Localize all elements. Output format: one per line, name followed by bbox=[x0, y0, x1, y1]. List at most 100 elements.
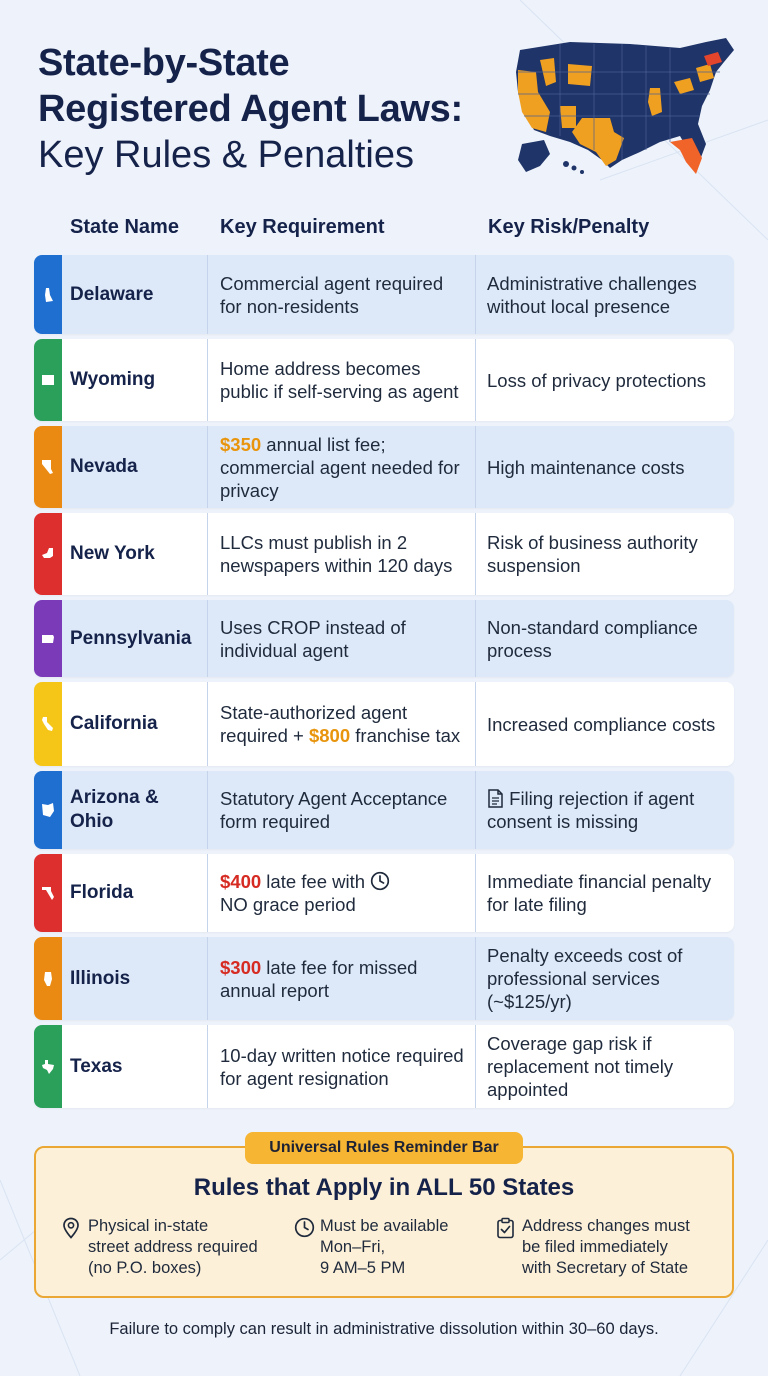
state-name: Arizona & Ohio bbox=[62, 771, 208, 849]
risk-cell: High maintenance costs bbox=[487, 456, 685, 478]
reminder-tag: Universal Rules Reminder Bar bbox=[245, 1132, 523, 1164]
rule-line: be filed immediately bbox=[522, 1238, 668, 1256]
requirement-cell: Home address becomes public if self-serv… bbox=[208, 339, 476, 421]
clipboard-check-icon bbox=[497, 1217, 514, 1239]
state-name-line: Arizona & bbox=[70, 787, 159, 808]
table-row: Nevada $350 annual list fee; commercial … bbox=[34, 426, 734, 508]
table-row: California State-authorized agent requir… bbox=[34, 682, 734, 766]
wyoming-shape-icon bbox=[42, 375, 54, 385]
state-name-line: Ohio bbox=[70, 811, 114, 832]
fee-amount: $300 bbox=[220, 956, 262, 978]
table-row: Florida $400 late fee with NO grace peri… bbox=[34, 854, 734, 932]
us-map-illustration bbox=[516, 38, 734, 174]
nevada-shape-icon bbox=[42, 460, 53, 474]
risk-cell: Risk of business authority suspension bbox=[487, 532, 698, 576]
row-color-stripe bbox=[34, 771, 62, 849]
state-name: Pennsylvania bbox=[62, 600, 208, 677]
table-row: Pennsylvania Uses CROP instead of indivi… bbox=[34, 600, 734, 677]
rule-line: 9 AM–5 PM bbox=[320, 1259, 406, 1277]
title-line-2: Registered Agent Laws: bbox=[38, 88, 463, 130]
row-color-stripe bbox=[34, 426, 62, 508]
requirement-cell: Uses CROP instead of individual agent bbox=[208, 600, 476, 677]
state-name: Delaware bbox=[62, 255, 208, 334]
requirement-cell: $350 annual list fee; commercial agent n… bbox=[208, 426, 476, 508]
column-header-state: State Name bbox=[70, 216, 179, 238]
table-row: New York LLCs must publish in 2 newspape… bbox=[34, 513, 734, 595]
footer-note: Failure to comply can result in administ… bbox=[109, 1320, 659, 1338]
rule-item: Physical in-state street address require… bbox=[62, 1216, 258, 1279]
fee-amount: $800 bbox=[308, 725, 351, 746]
location-pin-icon bbox=[63, 1217, 79, 1239]
state-name: California bbox=[62, 682, 208, 766]
rule-line: (no P.O. boxes) bbox=[88, 1259, 202, 1277]
risk-cell: Loss of privacy protections bbox=[487, 369, 707, 391]
requirement-cell: Statutory Agent Acceptance form required bbox=[208, 771, 476, 849]
state-name: Florida bbox=[62, 854, 208, 932]
table-row: Illinois $300 late fee for missed annual… bbox=[34, 937, 734, 1020]
clock-icon bbox=[371, 871, 390, 891]
reminder-title: Rules that Apply in ALL 50 States bbox=[193, 1174, 575, 1201]
requirement-cell: 10-day written notice required for agent… bbox=[208, 1025, 476, 1108]
rule-line: with Secretary of State bbox=[522, 1259, 688, 1277]
rule-line: Mon–Fri, bbox=[320, 1238, 386, 1256]
state-name: New York bbox=[62, 513, 208, 595]
state-name: Texas bbox=[62, 1025, 208, 1108]
requirement-text: franchise tax bbox=[350, 725, 461, 746]
state-name: Nevada bbox=[62, 426, 208, 508]
pennsylvania-shape-icon bbox=[42, 634, 54, 643]
delaware-shape-icon bbox=[45, 287, 53, 302]
risk-cell: Non-standard compliance process bbox=[487, 616, 698, 661]
requirement-cell: Commercial agent required for non-reside… bbox=[208, 255, 476, 334]
texas-shape-icon bbox=[42, 1059, 54, 1074]
state-name: Illinois bbox=[62, 937, 208, 1020]
risk-text: Filing rejection if agent consent is mis… bbox=[487, 788, 695, 832]
row-color-stripe bbox=[34, 854, 62, 932]
table-row: Delaware Commercial agent required for n… bbox=[34, 255, 734, 334]
requirement-cell: $300 late fee for missed annual report bbox=[208, 937, 476, 1020]
column-header-requirement: Key Requirement bbox=[220, 216, 385, 238]
table-row: Wyoming Home address becomes public if s… bbox=[34, 339, 734, 421]
illinois-shape-icon bbox=[44, 971, 52, 986]
risk-cell: Penalty exceeds cost of professional ser… bbox=[487, 945, 683, 1012]
requirement-text: annual list fee; commercial agent needed… bbox=[220, 433, 460, 501]
requirement-text: late fee for missed annual report bbox=[220, 956, 418, 1001]
row-color-stripe bbox=[34, 339, 62, 421]
risk-cell: Administrative challenges without local … bbox=[487, 272, 697, 317]
fee-amount: $400 bbox=[220, 871, 262, 892]
rule-line: Must be available bbox=[320, 1217, 449, 1235]
state-name: Wyoming bbox=[62, 339, 208, 421]
requirement-cell: LLCs must publish in 2 newspapers within… bbox=[208, 513, 476, 595]
risk-cell: Coverage gap risk if replacement not tim… bbox=[487, 1033, 674, 1100]
clock-icon bbox=[294, 1217, 315, 1238]
row-color-stripe bbox=[34, 600, 62, 677]
row-color-stripe bbox=[34, 255, 62, 334]
rule-line: Address changes must bbox=[522, 1217, 690, 1235]
new-york-shape-icon bbox=[42, 548, 53, 558]
risk-cell: Immediate financial penalty for late fil… bbox=[487, 871, 712, 915]
florida-shape-icon bbox=[42, 887, 54, 900]
requirement-text: late fee with bbox=[261, 871, 366, 892]
table-row: Arizona & Ohio Statutory Agent Acceptance… bbox=[34, 771, 734, 849]
page-title: State-by-State Registered Agent Laws: Ke… bbox=[38, 40, 518, 178]
document-icon bbox=[488, 789, 503, 808]
fee-amount: $350 bbox=[220, 433, 262, 455]
row-color-stripe bbox=[34, 513, 62, 595]
rule-line: street address required bbox=[88, 1238, 258, 1256]
row-color-stripe bbox=[34, 937, 62, 1020]
risk-cell: Filing rejection if agent consent is mis… bbox=[476, 771, 734, 849]
california-shape-icon bbox=[42, 717, 53, 731]
table-row: Texas 10-day written notice required for… bbox=[34, 1025, 734, 1108]
row-color-stripe bbox=[34, 1025, 62, 1108]
rule-item: Must be available Mon–Fri, 9 AM–5 PM bbox=[294, 1216, 448, 1279]
row-color-stripe bbox=[34, 682, 62, 766]
ohio-shape-icon bbox=[42, 803, 54, 817]
requirement-text: State-authorized agent required + bbox=[220, 702, 408, 746]
rule-item: Address changes must be filed immediatel… bbox=[496, 1216, 690, 1279]
requirement-cell: $400 late fee with NO grace period bbox=[208, 854, 476, 932]
title-line-1: State-by-State bbox=[38, 42, 290, 84]
requirement-cell: State-authorized agent required + $800 f… bbox=[208, 682, 476, 766]
rule-line: Physical in-state bbox=[88, 1217, 209, 1235]
title-line-3: Key Rules & Penalties bbox=[38, 134, 414, 176]
requirement-text: NO grace period bbox=[220, 894, 356, 915]
column-header-risk: Key Risk/Penalty bbox=[488, 216, 650, 238]
